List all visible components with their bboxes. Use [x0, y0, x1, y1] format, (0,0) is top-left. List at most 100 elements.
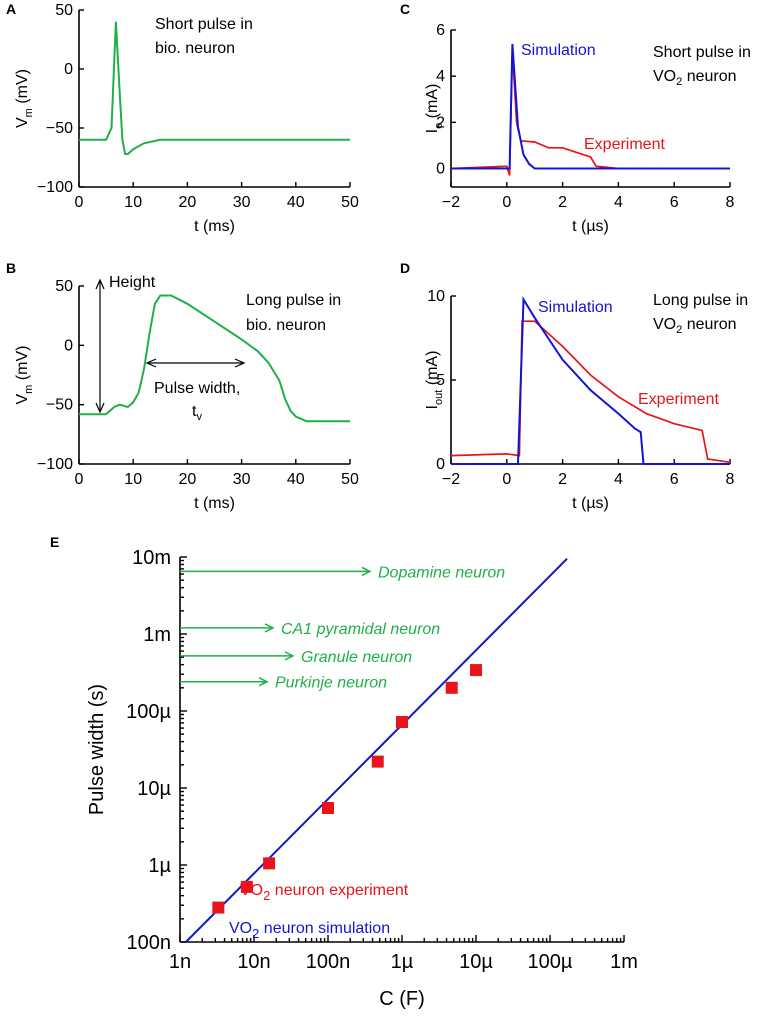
x-axis-label-E: C (F) — [379, 988, 425, 1010]
y-label-unit: (mA) — [424, 351, 441, 390]
x-tick-label-C: 2 — [558, 194, 567, 211]
annotation-d-line2: VO2 neuron — [653, 316, 737, 336]
neuron-label: Purkinje neuron — [275, 675, 387, 692]
x-tick-label-A: 0 — [75, 194, 84, 211]
panel-label-E: E — [50, 534, 59, 550]
y-label-sub: m — [23, 108, 35, 117]
y-axis-label-A: Vm (mV) — [14, 69, 35, 128]
tv-main: t — [192, 403, 197, 420]
x-tick-label-A: 10 — [124, 194, 142, 211]
x-tick-label-C: 8 — [726, 194, 735, 211]
y-tick-label-D: 0 — [436, 456, 445, 473]
x-axis-label-D: t (µs) — [572, 495, 609, 512]
y-tick-label-D: 5 — [436, 372, 445, 389]
x-tick-label-D: 4 — [614, 471, 623, 488]
y-tick-label-A: 50 — [55, 2, 73, 19]
experiment-point-E — [322, 801, 334, 814]
width-arrow-head-right — [234, 358, 246, 368]
label-simulation-c: Simulation — [521, 42, 596, 59]
vo-text: VO — [653, 316, 676, 333]
y-tick-label-D: 10 — [427, 288, 445, 305]
x-tick-label-C: 6 — [670, 194, 679, 211]
series-bio-neuron-A — [79, 21, 350, 155]
y-tick-label-C: 2 — [436, 114, 445, 131]
experiment-point-E — [212, 901, 225, 914]
x-tick-label-E: 100n — [306, 951, 351, 973]
experiment-point-E — [396, 715, 408, 728]
annotation-c-line2: VO2 neuron — [653, 68, 737, 88]
series-simulation-C — [451, 43, 730, 170]
panel-label-B: B — [6, 260, 16, 276]
y-tick-label-A: −100 — [37, 179, 73, 196]
x-tick-label-D: 0 — [502, 471, 511, 488]
label-experiment-E: VO2 neuron experiment — [240, 882, 409, 903]
vo-sub: 2 — [676, 324, 682, 336]
y-tick-label-B: −50 — [46, 397, 73, 414]
height-label: Height — [109, 274, 156, 291]
vo-rest: neuron experiment — [270, 882, 408, 899]
y-tick-label-E: 1µ — [148, 855, 171, 877]
annotation-b-line2: bio. neuron — [246, 317, 326, 334]
experiment-point-E — [371, 755, 384, 768]
series-bio-neuron-B — [79, 294, 350, 423]
panel-label-A: A — [6, 1, 16, 17]
annotation-d-line1: Long pulse in — [653, 292, 748, 309]
y-label-unit: (mV) — [14, 69, 31, 108]
label-experiment-d: Experiment — [638, 391, 719, 408]
label-experiment-c: Experiment — [584, 136, 665, 153]
y-tick-label-C: 0 — [436, 161, 445, 178]
y-label-unit: (mA) — [424, 84, 441, 123]
annotation-b-line1: Long pulse in — [246, 292, 341, 309]
y-tick-label-E: 100µ — [126, 701, 171, 723]
x-tick-label-B: 50 — [341, 471, 359, 488]
pulse-width-label: Pulse width, — [154, 380, 240, 397]
y-tick-label-E: 10µ — [137, 778, 171, 800]
x-tick-label-A: 20 — [179, 194, 197, 211]
y-tick-label-E: 10m — [132, 547, 171, 569]
x-axis-label-C: t (µs) — [572, 218, 609, 235]
vo-text: VO — [653, 68, 676, 85]
vo-text: VO — [240, 882, 263, 899]
x-tick-label-D: −2 — [442, 471, 460, 488]
series-experiment-D — [450, 320, 731, 464]
y-tick-label-A: −50 — [46, 120, 73, 137]
x-tick-label-D: 8 — [726, 471, 735, 488]
y-axis-label-D: Iout (mA) — [424, 351, 445, 410]
x-tick-label-E: 10n — [237, 951, 270, 973]
vo-sub: 2 — [263, 888, 270, 903]
y-axis-label-B: Vm (mV) — [14, 346, 35, 405]
neuron-label: Granule neuron — [301, 649, 412, 666]
vo-rest: neuron — [682, 68, 736, 85]
x-axis-label-A: t (ms) — [194, 218, 235, 235]
y-label-sub: m — [23, 385, 35, 394]
y-label-sub: o — [433, 123, 445, 129]
simulation-line-E — [185, 558, 568, 943]
vo-rest: neuron — [682, 316, 736, 333]
label-simulation-d: Simulation — [538, 299, 613, 316]
neuron-arrow-head — [284, 651, 295, 661]
neuron-arrow-head — [264, 623, 275, 633]
y-label-sub: out — [433, 390, 445, 405]
y-tick-label-B: 0 — [64, 337, 73, 354]
x-tick-label-B: 30 — [233, 471, 251, 488]
y-tick-label-B: 50 — [55, 278, 73, 295]
width-arrow-head-left — [145, 358, 157, 368]
panel-label-C: C — [400, 1, 410, 17]
neuron-arrow-head — [258, 677, 269, 687]
vo-text: VO — [229, 920, 252, 937]
x-tick-label-D: 2 — [558, 471, 567, 488]
y-tick-label-E: 100n — [127, 932, 172, 954]
y-tick-label-B: −100 — [37, 456, 73, 473]
panel-label-D: D — [400, 260, 410, 276]
x-tick-label-B: 10 — [124, 471, 142, 488]
vo-rest: neuron simulation — [259, 920, 390, 937]
x-tick-label-C: 4 — [614, 194, 623, 211]
y-label-main: V — [14, 393, 31, 404]
x-tick-label-E: 1n — [169, 951, 191, 973]
x-tick-label-B: 40 — [287, 471, 305, 488]
y-axis-label-C: Io (mA) — [424, 84, 445, 134]
neuron-label: Dopamine neuron — [378, 564, 505, 581]
series-simulation-D — [451, 296, 730, 465]
y-label-main: I — [424, 405, 441, 409]
experiment-point-E — [240, 880, 253, 893]
